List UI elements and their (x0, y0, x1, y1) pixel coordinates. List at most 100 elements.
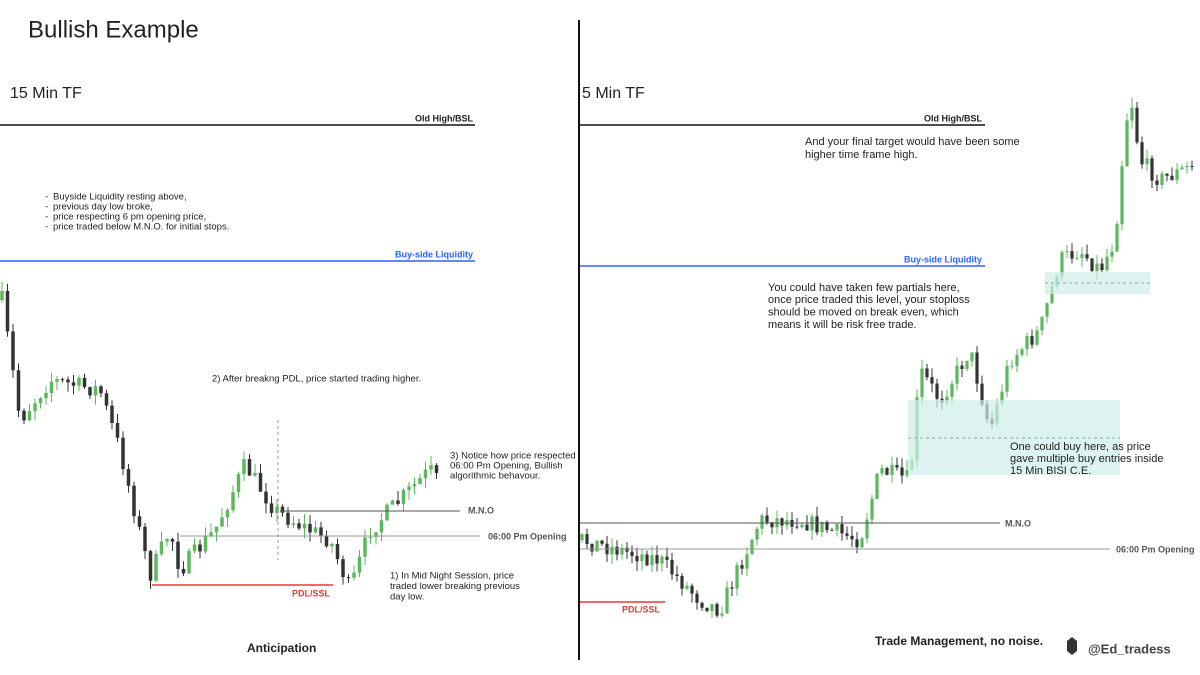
candle-body (1080, 254, 1084, 259)
candle-body (1010, 365, 1014, 367)
note-line: previous day low broke, (53, 202, 153, 213)
candle-body (1070, 251, 1074, 259)
candle-body (71, 382, 76, 386)
candle-body (1135, 107, 1139, 143)
candle-body (253, 472, 257, 476)
level-label: Old High/BSL (415, 113, 473, 123)
candle-body (368, 536, 373, 538)
note-line: once price traded this level, your stopl… (768, 294, 970, 306)
candle-body (925, 368, 929, 378)
candle-body (970, 352, 974, 361)
candle-body (965, 360, 969, 370)
candle-body (890, 465, 894, 475)
candle-body (66, 379, 70, 383)
candle-body (1110, 251, 1114, 257)
candle-body (170, 539, 175, 542)
candle-body (176, 541, 180, 569)
candle-body (1140, 142, 1144, 165)
candle-body (730, 587, 734, 589)
candle-body (412, 484, 417, 487)
candle-body (165, 539, 169, 542)
candle-body (429, 465, 433, 470)
candle-body (885, 468, 889, 475)
candle-body (1160, 173, 1164, 185)
level-label: PDL/SSL (622, 604, 661, 614)
candle-body (950, 383, 954, 397)
candle-body (104, 393, 109, 406)
candle-body (630, 551, 634, 556)
caption: Anticipation (247, 641, 316, 655)
candle-body (710, 604, 714, 612)
candle-body (357, 556, 362, 573)
candle-body (935, 383, 939, 399)
candle-body (126, 469, 131, 486)
candle-body (1120, 166, 1124, 225)
candle-body (302, 523, 307, 529)
candle-body (770, 522, 774, 528)
candle-body (313, 527, 318, 533)
caption: Trade Management, no noise. (875, 634, 1043, 648)
candle-body (850, 535, 854, 540)
candle-body (1030, 336, 1034, 345)
candle-body (875, 473, 879, 499)
annotation: 2) After breakng PDL, price started trad… (212, 374, 421, 385)
candle-body (860, 538, 864, 548)
candle-body (187, 550, 191, 574)
level-label: M.N.O (468, 505, 494, 515)
candle-body (324, 535, 329, 547)
candle-body (1185, 166, 1189, 168)
candle-body (143, 526, 147, 552)
candle-body (625, 547, 629, 552)
candle-body (291, 523, 296, 525)
candle-body (930, 377, 934, 384)
candle-body (5, 291, 10, 332)
candle-body (330, 544, 334, 547)
candle-body (1060, 252, 1064, 277)
candle-body (1045, 303, 1049, 317)
candle-body (680, 575, 684, 589)
candle-body (1000, 391, 1004, 404)
candle-body (264, 491, 268, 504)
candle-body (16, 370, 21, 411)
candle-body (1035, 330, 1039, 345)
candle-body (1095, 263, 1099, 271)
candle-body (975, 352, 979, 384)
candle-body (660, 556, 664, 564)
candle-body (390, 500, 395, 505)
candle-body (132, 485, 136, 517)
candle-body (960, 365, 964, 370)
candle-body (670, 559, 674, 575)
candle-body (980, 383, 984, 405)
candle-body (870, 498, 874, 520)
level-label: M.N.O (1005, 518, 1031, 528)
candle-body (675, 574, 679, 576)
note-line: gave multiple buy entries inside (1010, 453, 1163, 465)
candle-body (635, 555, 639, 562)
candle-body (1155, 180, 1159, 185)
candle-body (1125, 120, 1129, 167)
note-line: traded lower breaking previous (390, 581, 520, 592)
candle-body (203, 536, 208, 552)
candle-body (407, 486, 411, 490)
candle-body (700, 602, 704, 608)
candle-body (247, 459, 252, 476)
candle-body (845, 533, 849, 536)
candle-body (11, 331, 15, 371)
bullet: - (45, 212, 48, 223)
candle-body (352, 572, 356, 578)
candle-body (1005, 366, 1009, 392)
candle-body (137, 516, 142, 527)
candle-body (379, 520, 384, 533)
candle-body (1085, 254, 1089, 259)
handle: @Ed_tradess (1088, 641, 1171, 656)
candle-body (280, 506, 285, 513)
candle-body (805, 524, 809, 531)
zone (1045, 272, 1150, 294)
note-line: 1) In Mid Night Session, price (390, 571, 514, 582)
candle-body (269, 503, 274, 513)
candle-body (297, 523, 301, 529)
candle-body (750, 539, 754, 555)
level-label: PDL/SSL (292, 588, 331, 598)
